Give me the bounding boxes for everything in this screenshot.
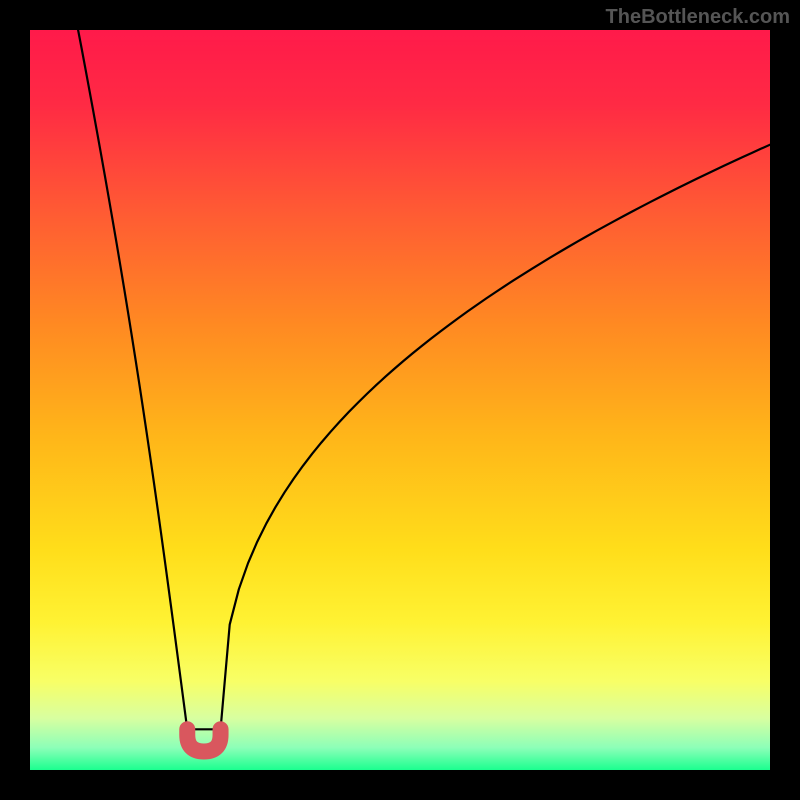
watermark-text: TheBottleneck.com bbox=[606, 6, 790, 29]
curve-valley-marker bbox=[187, 729, 220, 751]
chart-container: TheBottleneck.com bbox=[0, 0, 800, 800]
curve-overlay bbox=[30, 30, 770, 770]
bottleneck-curve bbox=[78, 30, 770, 729]
